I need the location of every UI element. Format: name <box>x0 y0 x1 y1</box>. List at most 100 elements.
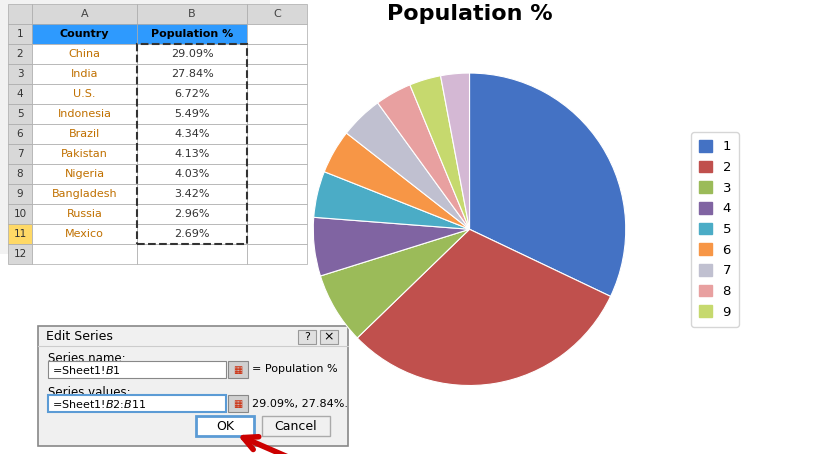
Bar <box>247 64 307 84</box>
Text: Nigeria: Nigeria <box>65 169 105 179</box>
Bar <box>8 224 32 244</box>
Bar <box>137 244 247 264</box>
Bar <box>8 4 32 24</box>
Bar <box>48 395 226 412</box>
Text: Series values:: Series values: <box>48 385 130 399</box>
Text: Pakistan: Pakistan <box>61 149 108 159</box>
Text: 6.72%: 6.72% <box>175 89 209 99</box>
Text: OK: OK <box>216 419 234 433</box>
Bar <box>8 244 32 264</box>
Text: 4.03%: 4.03% <box>175 169 209 179</box>
Bar <box>137 4 247 24</box>
Bar <box>137 224 247 244</box>
Bar <box>8 204 32 224</box>
Bar <box>8 104 32 124</box>
Bar <box>137 164 247 184</box>
Text: Series name:: Series name: <box>48 351 125 365</box>
Bar <box>32 84 137 104</box>
Bar <box>137 184 247 204</box>
Bar <box>8 124 32 144</box>
Wedge shape <box>321 229 470 338</box>
Text: B: B <box>188 9 196 19</box>
Bar <box>137 124 247 144</box>
Bar <box>32 4 137 24</box>
Text: 3: 3 <box>17 69 23 79</box>
Bar <box>247 4 307 24</box>
Text: 4.34%: 4.34% <box>175 129 209 139</box>
Bar <box>8 64 32 84</box>
Legend: 1, 2, 3, 4, 5, 6, 7, 8, 9: 1, 2, 3, 4, 5, 6, 7, 8, 9 <box>691 132 739 326</box>
Text: 10: 10 <box>13 209 27 219</box>
Bar <box>32 64 137 84</box>
Bar <box>298 330 316 344</box>
Wedge shape <box>314 172 470 229</box>
Wedge shape <box>440 73 470 229</box>
Bar <box>32 104 137 124</box>
Bar <box>32 184 137 204</box>
Text: India: India <box>71 69 98 79</box>
Text: 1: 1 <box>17 29 23 39</box>
Bar <box>247 104 307 124</box>
Text: Population %: Population % <box>151 29 234 39</box>
Wedge shape <box>357 229 611 385</box>
Text: Bangladesh: Bangladesh <box>52 189 117 199</box>
Bar <box>8 144 32 164</box>
Text: 12: 12 <box>13 249 27 259</box>
Bar <box>0 0 270 254</box>
Text: 4.13%: 4.13% <box>175 149 209 159</box>
Wedge shape <box>324 133 470 229</box>
Bar <box>8 84 32 104</box>
Bar <box>247 164 307 184</box>
Bar <box>137 64 247 84</box>
Bar <box>247 204 307 224</box>
Wedge shape <box>378 85 470 229</box>
Text: 27.84%: 27.84% <box>170 69 214 79</box>
Bar <box>8 184 32 204</box>
Text: Edit Series: Edit Series <box>46 330 113 342</box>
Text: China: China <box>68 49 101 59</box>
Text: Indonesia: Indonesia <box>57 109 111 119</box>
Text: 11: 11 <box>13 229 27 239</box>
Wedge shape <box>313 217 470 276</box>
Bar <box>137 44 247 64</box>
Text: 4: 4 <box>17 89 23 99</box>
Bar <box>247 84 307 104</box>
Text: 5.49%: 5.49% <box>175 109 209 119</box>
Bar <box>247 144 307 164</box>
Text: 29.09%: 29.09% <box>170 49 214 59</box>
Text: ?: ? <box>304 332 310 342</box>
Bar <box>32 224 137 244</box>
Text: 6: 6 <box>17 129 23 139</box>
Text: ▦: ▦ <box>234 365 243 375</box>
Text: 7: 7 <box>17 149 23 159</box>
Text: 29.09%, 27.84%.: 29.09%, 27.84%. <box>252 399 348 409</box>
Wedge shape <box>410 76 470 229</box>
Text: 8: 8 <box>17 169 23 179</box>
Bar <box>32 44 137 64</box>
Text: 5: 5 <box>17 109 23 119</box>
Text: Cancel: Cancel <box>275 419 317 433</box>
Bar <box>247 124 307 144</box>
Bar <box>8 164 32 184</box>
Text: Brazil: Brazil <box>69 129 100 139</box>
Bar <box>247 24 307 44</box>
Wedge shape <box>470 73 626 296</box>
Bar <box>228 361 248 378</box>
Text: =Sheet1!$B$2:$B$11: =Sheet1!$B$2:$B$11 <box>52 398 146 410</box>
Text: A: A <box>81 9 88 19</box>
Bar <box>137 44 247 244</box>
Bar <box>247 44 307 64</box>
Text: ▦: ▦ <box>234 399 243 409</box>
Bar <box>137 144 247 164</box>
Wedge shape <box>347 103 470 229</box>
Text: Country: Country <box>60 29 109 39</box>
Text: 2: 2 <box>17 49 23 59</box>
Bar <box>8 24 32 44</box>
Bar <box>320 330 338 344</box>
Bar <box>32 244 137 264</box>
Bar <box>137 84 247 104</box>
Bar <box>38 326 348 446</box>
Bar <box>8 44 32 64</box>
Text: =Sheet1!$B$1: =Sheet1!$B$1 <box>52 364 120 375</box>
Bar <box>262 416 330 436</box>
